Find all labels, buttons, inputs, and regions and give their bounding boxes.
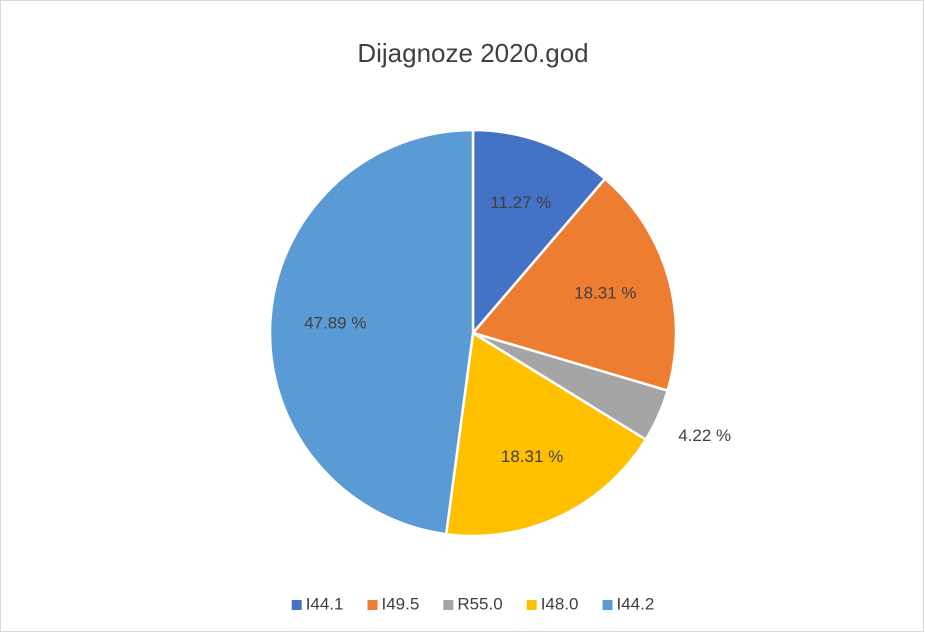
data-label: 18.31 %: [501, 447, 563, 466]
legend-marker: [367, 600, 378, 610]
legend-marker: [443, 600, 454, 610]
pie-slice: [471, 128, 607, 337]
data-label: 11.27 %: [490, 193, 551, 212]
legend-marker: [526, 600, 537, 610]
legend-label: I44.1: [306, 594, 344, 613]
legend-label: I48.0: [541, 594, 579, 613]
legend-marker: [602, 600, 613, 610]
legend-label: I49.5: [382, 594, 420, 613]
legend-label: I44.2: [617, 594, 655, 613]
data-label: 4.22 %: [678, 426, 731, 445]
data-label: 18.31 %: [574, 283, 636, 302]
chart-title: Dijagnoze 2020.god: [357, 38, 588, 68]
data-label: 47.89 %: [304, 313, 366, 332]
legend-marker: [291, 600, 302, 610]
pie-slice: [444, 330, 648, 538]
pie-slice: [268, 128, 475, 536]
legend-label: R55.0: [457, 594, 502, 613]
pie-slice: [470, 177, 678, 393]
legend: I44.1 I49.5 R55.0 I48.0 I44.2: [291, 594, 655, 613]
